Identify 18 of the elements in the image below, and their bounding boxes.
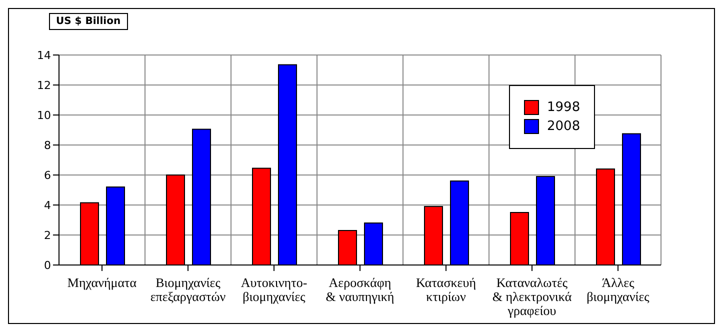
y-tick-label: 14 [37,48,51,62]
y-tick-label: 2 [44,228,51,242]
y-tick-label: 6 [44,168,51,182]
y-tick-label: 12 [37,78,51,92]
x-tick-label: Αυτοκινητο- βιομηχανίες [240,275,308,304]
x-tick-label: Καταναλωτές & ηλεκτρονικά γραφείου [492,275,572,318]
legend-label: 1998 [547,100,580,115]
legend-label: 2008 [547,119,580,134]
y-axis-title: US $ Billion [49,13,128,30]
x-tick-label: Άλλες βιομηχανίες [586,275,650,304]
y-tick-label: 8 [44,138,51,152]
x-tick-label: Βιομηχανίες επεξαργαστών [150,275,226,304]
y-tick-label: 10 [37,108,51,122]
y-tick-label: 0 [44,258,51,272]
y-tick-label: 4 [44,198,51,212]
x-tick-label: Κατασκευή κτιρίων [416,275,476,304]
x-tick-label: Μηχανήματα [67,275,137,290]
x-tick-label: Αεροσκάφη & ναυπηγική [326,275,394,304]
